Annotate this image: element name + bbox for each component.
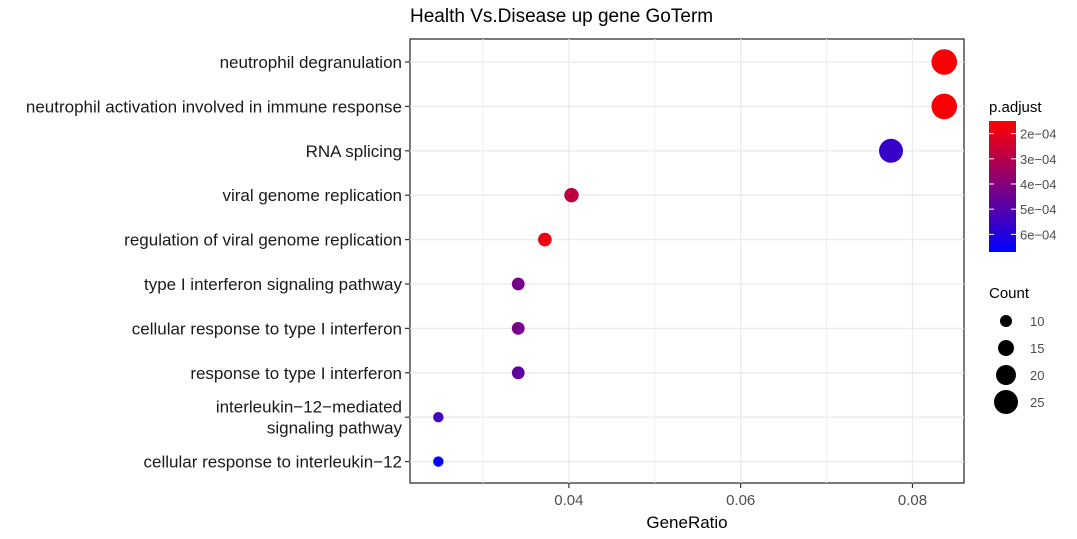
category-label: cellular response to type I interferon [132,319,402,338]
data-point [433,456,444,467]
x-tick-label: 0.08 [898,492,927,509]
size-legend-dot [996,365,1016,385]
category-label: RNA splicing [306,142,402,161]
color-legend-title: p.adjust [989,99,1042,116]
x-axis-title: GeneRatio [646,513,727,532]
data-point [511,322,525,335]
chart-title: Health Vs.Disease up gene GoTerm [410,6,713,27]
category-label: interleukin−12−mediated [216,398,402,417]
data-point [511,366,525,380]
category-label: signaling pathway [267,419,403,438]
color-legend-ticks: 2e−04 3e−04 4e−04 5e−04 6e−04 [989,127,1057,242]
color-legend-bar [989,121,1016,252]
x-tick-label: 0.06 [726,492,755,509]
data-point [538,232,552,247]
size-legend-items: 10 15 20 25 [994,314,1044,414]
grid-lines [410,39,964,483]
x-axis: 0.04 0.06 0.08 [554,483,927,509]
category-label: neutrophil degranulation [220,53,402,72]
size-legend-label: 25 [1030,395,1044,410]
category-label: response to type I interferon [190,364,402,383]
data-point [931,93,958,120]
x-tick-label: 0.04 [554,492,583,509]
data-points [433,49,958,467]
size-legend-label: 20 [1030,368,1044,383]
color-legend-label: 4e−04 [1020,177,1057,192]
data-point [433,412,444,423]
category-label: viral genome replication [222,186,402,205]
category-label: cellular response to interleukin−12 [144,453,402,472]
size-legend-title: Count [989,285,1030,302]
size-legend-label: 15 [1030,341,1044,356]
plot-panel [409,38,965,484]
size-legend-label: 10 [1030,314,1044,329]
size-legend-dot [998,340,1014,356]
color-legend-label: 5e−04 [1020,202,1057,217]
category-label: regulation of viral genome replication [124,231,402,250]
color-legend-label: 6e−04 [1020,227,1057,242]
size-legend-dot [1000,315,1012,327]
data-point [564,188,579,203]
color-legend-label: 2e−04 [1020,127,1057,142]
color-legend-label: 3e−04 [1020,152,1057,167]
category-label: neutrophil activation involved in immune… [26,97,402,116]
data-point [878,138,903,163]
data-point [931,49,958,75]
data-point [511,277,525,291]
category-label: type I interferon signaling pathway [144,275,402,294]
size-legend-dot [994,390,1018,414]
y-axis: neutrophil degranulation neutrophil activ… [26,53,410,472]
